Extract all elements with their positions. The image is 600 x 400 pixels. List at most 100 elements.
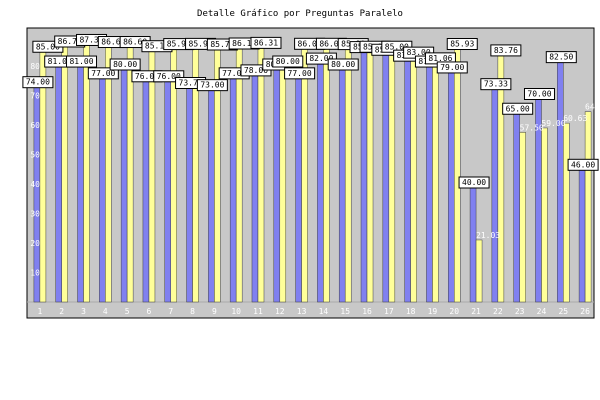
x-tick-label: 3 <box>81 307 86 316</box>
x-tick-label: 1 <box>37 307 42 316</box>
data-label-s1-3-text: 81.00 <box>69 57 93 66</box>
data-label-s2-24: 59.00 <box>541 119 565 128</box>
data-label-s2-5-text: 86.60 <box>123 38 147 47</box>
data-label-s1-25-text: 82.50 <box>549 53 573 62</box>
y-tick-label: 40 <box>30 180 40 189</box>
data-label-s1-21-box <box>458 176 490 189</box>
bar-s2-18 <box>410 56 417 303</box>
bar-s2-26 <box>584 111 592 303</box>
data-label-s1-1-box <box>22 76 54 89</box>
data-label-s1-22: 73.33 <box>480 78 512 91</box>
data-label-s1-15-text: 80.00 <box>331 60 355 69</box>
data-label-s1-1: 74.00 <box>22 76 54 89</box>
bar-s2-1 <box>39 51 47 303</box>
bar-s1-26 <box>578 166 586 303</box>
data-label-s2-13-text: 86.00 <box>298 39 322 48</box>
x-tick-label: 19 <box>428 307 438 316</box>
x-tick-label: 14 <box>319 307 329 316</box>
data-label-s2-6-text: 85.18 <box>145 42 169 51</box>
data-label-s2-20: 85.93 <box>446 38 478 51</box>
bar-s1-9 <box>208 86 215 303</box>
bars-group <box>27 44 594 303</box>
bar-s2-14 <box>323 48 330 303</box>
x-tick-label: 11 <box>253 307 263 316</box>
data-label-s1-26: 46.00 <box>567 158 599 171</box>
data-label-s2-9-text: 85.76 <box>210 40 234 49</box>
bar-s2-5 <box>126 46 134 303</box>
data-label-s1-20: 79.00 <box>436 61 468 74</box>
data-label-s2-11-box <box>250 36 282 49</box>
bar-s2-23 <box>519 132 526 303</box>
data-label-s1-6-text: 76.00 <box>135 72 159 81</box>
data-label-s1-9: 73.00 <box>196 79 228 92</box>
data-label-s2-21: 21.03 <box>476 231 500 240</box>
bar-s1-25 <box>557 58 564 303</box>
data-label-s1-20-box <box>436 61 468 74</box>
data-label-s2-12-text: 80.00 <box>276 57 300 66</box>
x-tick-label: 25 <box>558 307 568 316</box>
bar-s1-20 <box>448 68 455 303</box>
bar-s1-7 <box>164 77 171 303</box>
bar-s1-21 <box>469 183 477 303</box>
data-label-s1-7: 76.00 <box>153 70 185 83</box>
data-label-s1-25: 82.50 <box>545 51 577 64</box>
x-tick-label: 13 <box>297 307 307 316</box>
bar-s1-16 <box>360 48 368 303</box>
data-label-s1-14-text: 82.00 <box>309 54 333 63</box>
x-tick-label: 23 <box>515 307 525 316</box>
bar-s2-12 <box>279 65 287 303</box>
x-axis: 1 2 3 4 5 6 7 8 9 10 11 12 13 14 15 16 17 18 19 20 21 22 23 24 2… <box>37 307 590 316</box>
data-label-s1-26-text: 46.00 <box>571 160 595 169</box>
x-tick-label: 7 <box>168 307 173 316</box>
bar-s2-6 <box>148 50 156 303</box>
data-label-s2-3-text: 87.30 <box>79 35 103 44</box>
data-label-s1-2-text: 81.00 <box>48 57 72 66</box>
bar-s1-10 <box>229 74 237 303</box>
x-tick-label: 18 <box>406 307 416 316</box>
data-label-s1-11-text: 78.00 <box>244 66 268 75</box>
bar-s1-22 <box>491 85 499 303</box>
bar-s2-20 <box>454 48 461 303</box>
bar-s2-15 <box>344 48 352 303</box>
bar-s1-19 <box>426 62 433 303</box>
x-tick-label: 5 <box>125 307 130 316</box>
data-label-s1-5-box <box>109 58 141 71</box>
data-label-s2-11: 86.31 <box>250 36 282 49</box>
data-label-s2-23: 57.50 <box>520 123 544 132</box>
y-tick-label: 10 <box>30 269 40 278</box>
bar-s2-2 <box>61 45 68 303</box>
data-label-s1-21-text: 40.00 <box>462 178 486 187</box>
x-tick-label: 6 <box>147 307 152 316</box>
bar-s1-11 <box>251 71 259 303</box>
data-label-s1-23: 65.00 <box>502 102 534 115</box>
bar-s2-25 <box>563 122 570 303</box>
data-label-s2-12-box <box>272 55 304 68</box>
bar-s2-17 <box>388 51 396 303</box>
y-tick-label: 80 <box>30 62 40 71</box>
bar-s1-5 <box>120 65 128 303</box>
data-label-s1-21: 40.00 <box>458 176 490 189</box>
bar-s2-10 <box>235 47 243 303</box>
data-label-s1-4: 77.00 <box>87 67 119 80</box>
data-label-s1-22-box <box>480 78 512 91</box>
data-label-s1-3: 81.00 <box>66 55 98 68</box>
data-label-s2-7-text: 85.90 <box>167 40 191 49</box>
y-axis: 10 20 30 40 50 60 70 80 <box>30 62 40 278</box>
x-tick-label: 17 <box>384 307 394 316</box>
data-label-s1-1-text: 74.00 <box>26 78 50 87</box>
y-tick-label: 50 <box>30 151 40 160</box>
bar-s1-6 <box>142 77 150 303</box>
y-tick-label: 20 <box>30 239 40 248</box>
data-label-s1-25-box <box>545 51 577 64</box>
data-label-s1-7-text: 76.00 <box>157 72 181 81</box>
y-tick-label: 70 <box>30 92 40 101</box>
bar-s1-23 <box>513 110 520 303</box>
data-label-s1-13: 77.00 <box>284 67 316 80</box>
data-label-s1-8-text: 73.73 <box>179 78 203 87</box>
x-tick-label: 26 <box>580 307 590 316</box>
data-label-s2-22-text: 83.76 <box>494 46 518 55</box>
data-label-s1-15: 80.00 <box>327 58 359 71</box>
bar-s1-4 <box>99 74 106 303</box>
bar-s2-21 <box>475 239 483 303</box>
